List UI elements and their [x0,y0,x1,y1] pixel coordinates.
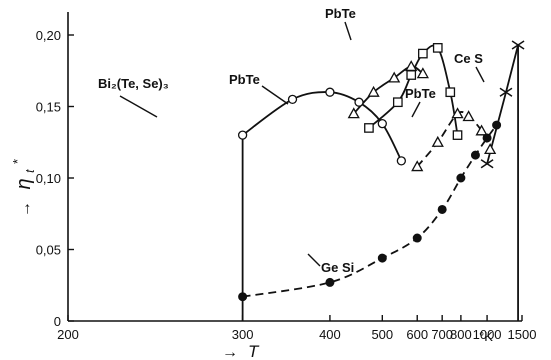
y-axis-symbol: η [13,178,35,189]
x-tick-label: 1000 [473,327,502,342]
svg-text:→ η t *: → η t * [10,159,39,217]
x-tick-label: 300 [232,327,254,342]
data-point-filled-circle [238,292,248,302]
data-point-filled-circle [437,204,447,214]
series-label-leader [411,101,421,118]
data-point-open-circle [377,119,387,129]
data-point-filled-circle [470,150,480,160]
x-tick-label: 1500 [508,327,537,342]
x-tick-label: 400 [319,327,341,342]
x-tick-label: 200 [57,327,79,342]
series-label: PbTe [325,6,356,21]
data-point-open-square [452,130,463,140]
y-tick-label: 0,05 [36,243,61,258]
data-point-open-square [432,43,443,53]
y-axis-arrow: → [17,201,34,217]
data-point-open-circle [287,94,298,104]
series-label-leader [307,253,321,267]
series-label: Ce S [454,51,483,66]
data-point-cross [511,40,525,50]
series-markers [237,40,525,302]
reference-lines [241,45,519,321]
series-label-leader [475,66,485,83]
series-line [242,124,498,298]
y-tick-label: 0,10 [36,171,61,186]
data-point-cross [480,159,494,169]
data-point-open-square [406,70,417,80]
data-point-filled-circle [456,173,466,183]
data-point-cross [499,87,513,97]
data-point-open-square [364,123,374,133]
x-axis-title: → T [222,342,260,360]
data-point-open-triangle [451,107,464,119]
y-axis-superscript: * [10,159,25,164]
series-label: Ge Si [321,260,354,275]
data-point-open-triangle [416,67,429,79]
series-label-leader [261,85,289,105]
x-axis-label: T [248,342,260,360]
data-point-filled-circle [325,277,335,287]
x-tick-label: 700 [431,327,453,342]
y-axis-title: → η t * [10,159,39,217]
y-tick-label: 0 [54,314,61,329]
series-line [486,44,519,164]
data-point-open-circle [325,87,335,97]
data-point-open-triangle [462,110,475,122]
series-label-leader [344,21,352,41]
data-point-open-triangle [347,107,360,119]
series-labels: Bi₂(Te, Se)₃ PbTe PbTe PbTe Ge Si Ce S [98,6,485,275]
data-point-open-square [418,48,428,59]
y-tick-label: 0,20 [36,28,61,43]
data-point-filled-circle [492,120,502,130]
data-point-open-circle [237,130,248,140]
data-point-open-triangle [411,160,424,172]
data-point-open-triangle [367,85,380,97]
data-point-open-triangle [431,135,444,147]
x-axis-unit: °K [479,329,493,344]
data-point-filled-circle [377,253,387,263]
data-point-filled-circle [482,133,492,143]
series-label: PbTe [405,86,436,101]
data-point-open-square [392,97,403,108]
x-tick-label: 500 [371,327,393,342]
y-tick-label: 0,15 [36,100,61,115]
y-axis-subscript: t [23,169,37,173]
axes [67,12,522,322]
data-point-open-square [445,87,456,98]
data-point-open-triangle [388,71,401,83]
data-point-open-circle [354,97,364,107]
data-point-open-circle [396,156,407,166]
x-axis-arrow: → [222,344,238,360]
x-tick-label: 600 [406,327,428,342]
data-point-open-triangle [475,124,488,136]
data-point-filled-circle [412,233,422,243]
series-line [242,91,403,162]
series-label: Bi₂(Te, Se)₃ [98,76,169,91]
data-point-open-triangle [484,143,497,155]
series-label-leader [119,95,158,118]
series-label: PbTe [229,72,260,87]
x-tick-label: 800 [450,327,472,342]
